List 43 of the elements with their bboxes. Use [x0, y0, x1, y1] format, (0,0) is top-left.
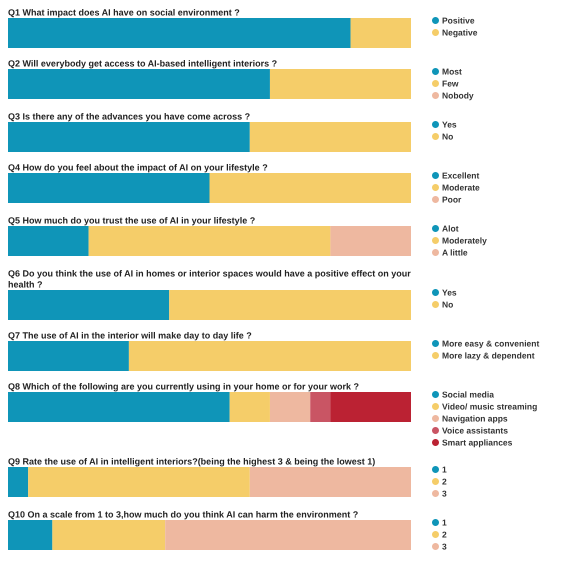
chart-title: Q8 Which of the following are you currently using in your home or for your work ?	[8, 382, 360, 392]
legend-label: Navigation apps	[442, 414, 508, 424]
chart-title: Q5 How much do you trust the use of AI in your lifestyle ?	[8, 216, 256, 226]
bar	[330, 392, 411, 422]
legend-label: 2	[442, 530, 447, 540]
legend-label: Yes	[442, 288, 457, 298]
legend-label: Voice assistants	[442, 426, 508, 436]
legend-label: 2	[442, 476, 447, 486]
legend-label: Social media	[442, 390, 494, 400]
legend-label: 3	[442, 542, 447, 552]
legend-label: Moderately	[442, 236, 488, 246]
bar	[8, 392, 230, 422]
chart-title: Q6 Do you think the use of AI in homes or interior spaces would have a positive effect on your health ?	[8, 268, 414, 290]
legend-label: Excellent	[442, 170, 480, 180]
chart-title: Q2 Will everybody get access to AI-based intelligent interiors ?	[8, 58, 278, 68]
legend-label: 3	[442, 488, 447, 498]
legend-label: Negative	[442, 28, 478, 38]
bar	[270, 392, 310, 422]
legend-label: Few	[442, 78, 459, 88]
legend-label: Positive	[442, 16, 475, 26]
legend-label: 1	[442, 518, 447, 528]
legend-label: Moderate	[442, 182, 480, 192]
legend-label: 1	[442, 464, 447, 474]
chart-title: Q3 Is there any of the advances you have come across ?	[8, 112, 250, 122]
chart-title: Q1 What impact does AI have on social environment ?	[8, 8, 240, 18]
legend-label: Yes	[442, 120, 457, 130]
legend-label: Smart appliances	[442, 438, 513, 448]
bar	[230, 392, 270, 422]
bar	[310, 392, 330, 422]
legend-label: Nobody	[442, 90, 474, 100]
legend-label: Most	[442, 66, 462, 76]
legend-label: No	[442, 300, 454, 310]
legend-label: Video/ music streaming	[442, 402, 538, 412]
chart-title: Q4 How do you feel about the impact of AI on your lifestyle ?	[8, 162, 268, 172]
legend-label: Poor	[442, 194, 462, 204]
chart-title: Q7 The use of AI in the interior will make day to day life ?	[8, 330, 252, 340]
chart-title: Q10 On a scale from 1 to 3,how much do you think AI can harm the environment ?	[8, 510, 358, 520]
legend-label: More easy & convenient	[442, 338, 540, 348]
legend-label: Alot	[442, 224, 459, 234]
chart-title: Q9 Rate the use of AI in intelligent interiors?(being the highest 3 & being the lowest 1)	[8, 456, 376, 466]
legend-label: No	[442, 132, 454, 142]
legend-label: A little	[442, 248, 468, 258]
legend-label: More lazy & dependent	[442, 350, 535, 360]
